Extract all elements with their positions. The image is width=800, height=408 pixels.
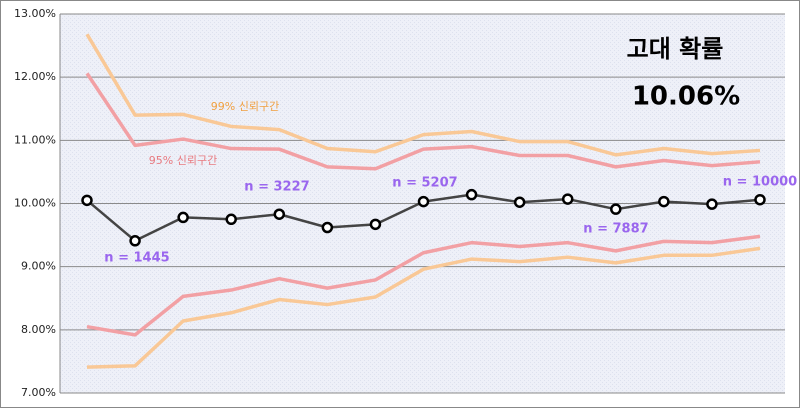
point bbox=[369, 218, 382, 231]
series-line bbox=[85, 33, 761, 157]
annotation: 95% 신뢰구간 bbox=[149, 154, 217, 167]
point bbox=[129, 235, 141, 247]
annotation: n = 3227 bbox=[244, 180, 309, 195]
point bbox=[273, 208, 286, 220]
series-line bbox=[86, 246, 761, 369]
point bbox=[465, 188, 478, 201]
annotation: 99% 신뢰구간 bbox=[211, 100, 279, 113]
point bbox=[754, 193, 766, 206]
point bbox=[658, 195, 670, 208]
series-line bbox=[86, 234, 761, 337]
point bbox=[561, 193, 574, 205]
point bbox=[417, 195, 430, 208]
point bbox=[225, 213, 237, 226]
point bbox=[177, 211, 189, 224]
point bbox=[81, 194, 93, 207]
point bbox=[513, 196, 526, 208]
y-tick-label: 7.00% bbox=[21, 386, 56, 399]
y-tick-label: 10.00% bbox=[14, 197, 56, 210]
y-tick-label: 8.00% bbox=[21, 323, 56, 336]
annotation: n = 5207 bbox=[392, 176, 457, 191]
point bbox=[610, 203, 622, 215]
annotation: n = 10000 bbox=[723, 175, 797, 190]
annotation: n = 7887 bbox=[583, 222, 648, 237]
y-tick-label: 11.00% bbox=[14, 133, 56, 146]
annotation: 10.06% bbox=[632, 82, 740, 112]
y-tick-label: 9.00% bbox=[21, 260, 56, 273]
annotation: n = 1445 bbox=[104, 251, 169, 266]
series-line bbox=[85, 72, 761, 171]
y-tick-label: 12.00% bbox=[14, 70, 56, 83]
point bbox=[706, 198, 718, 210]
annotation: 고대 확률 bbox=[627, 35, 724, 63]
point bbox=[321, 221, 334, 234]
y-tick-label: 13.00% bbox=[14, 7, 56, 20]
